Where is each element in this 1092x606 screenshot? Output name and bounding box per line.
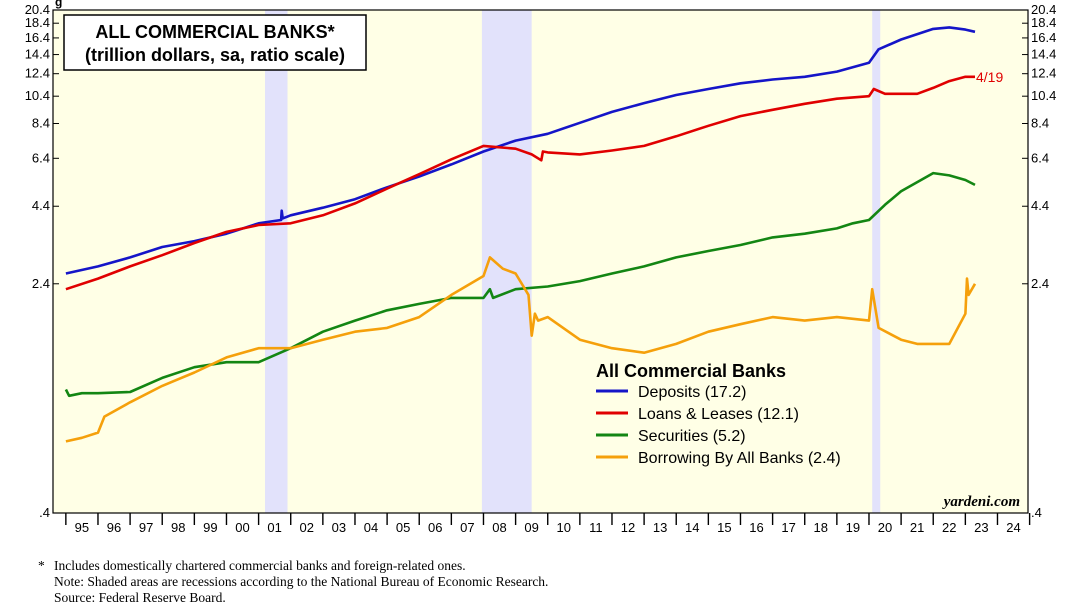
y-tick-label-left: .4: [39, 505, 50, 520]
x-tick-label: 10: [557, 520, 571, 535]
x-tick-label: 08: [492, 520, 506, 535]
watermark: yardeni.com: [942, 494, 1020, 510]
series-lines: [64, 26, 977, 443]
y-tick-label-left: 20.4: [25, 2, 50, 17]
chart-title: ALL COMMERCIAL BANKS*: [95, 22, 334, 42]
y-tick-label-left: 8.4: [32, 116, 50, 131]
x-tick-label: 06: [428, 520, 442, 535]
footnote-line-2: Note: Shaded areas are recessions accord…: [54, 574, 549, 589]
x-tick-label: 20: [878, 520, 892, 535]
y-tick-label-right: 20.4: [1031, 2, 1056, 17]
footnote-line-1: Includes domestically chartered commerci…: [54, 558, 466, 573]
chart-subtitle: (trillion dollars, sa, ratio scale): [85, 45, 345, 65]
legend-title: All Commercial Banks: [596, 361, 786, 381]
y-tick-label-right: 14.4: [1031, 47, 1056, 62]
series-line-3: [64, 171, 976, 398]
x-tick-label: 95: [75, 520, 89, 535]
end-date-label: 4/19: [976, 69, 1003, 85]
y-tick-label-right: 6.4: [1031, 150, 1049, 165]
x-tick-label: 18: [814, 520, 828, 535]
recession-band-3: [872, 10, 881, 513]
x-tick-label: 01: [267, 520, 281, 535]
x-tick-label: 98: [171, 520, 185, 535]
x-tick-label: 96: [107, 520, 121, 535]
x-tick-label: 15: [717, 520, 731, 535]
chart: .4 .4 2.4 2.4 4.4 4.4 6.4 6.4 8.4 8.4 10.4 10.4 12.4…: [25, 0, 1057, 535]
x-tick-label: 16: [749, 520, 763, 535]
y-tick-label-right: .4: [1031, 505, 1042, 520]
y-tick-label-left: 2.4: [32, 276, 50, 291]
x-tick-label: 07: [460, 520, 474, 535]
legend-label-2: Loans & Leases (12.1): [638, 406, 799, 423]
y-tick-label-right: 8.4: [1031, 116, 1049, 131]
x-tick-label: 24: [1006, 520, 1020, 535]
recession-bands: [265, 10, 881, 513]
x-tick-label: 19: [846, 520, 860, 535]
x-tick-label: 03: [332, 520, 346, 535]
x-tick-label: 13: [653, 520, 667, 535]
axes: .4 .4 2.4 2.4 4.4 4.4 6.4 6.4 8.4 8.4 10.4 10.4 12.4…: [25, 2, 1057, 535]
x-tick-label: 00: [235, 520, 249, 535]
y-tick-label-right: 18.4: [1031, 15, 1056, 30]
x-tick-label: 17: [781, 520, 795, 535]
title-box-frame: [63, 14, 367, 71]
y-tick-label-right: 16.4: [1031, 30, 1056, 45]
y-tick-label-left: 4.4: [32, 198, 50, 213]
series-line-4: [65, 256, 977, 443]
y-tick-label-left: 12.4: [25, 66, 50, 81]
y-tick-label-left: 14.4: [25, 47, 50, 62]
legend-label-1: Deposits (17.2): [638, 384, 747, 401]
x-tick-label: 04: [364, 520, 378, 535]
x-tick-label: 97: [139, 520, 153, 535]
recession-band-1: [265, 10, 288, 513]
x-tick-label: 22: [942, 520, 956, 535]
footnote-star: *: [38, 558, 45, 573]
x-tick-label: 14: [685, 520, 699, 535]
legend-label-3: Securities (5.2): [638, 428, 746, 445]
plot-background: [53, 10, 1028, 513]
y-tick-label-right: 10.4: [1031, 88, 1056, 103]
y-tick-label-right: 12.4: [1031, 66, 1056, 81]
y-tick-label-right: 2.4: [1031, 276, 1049, 291]
x-tick-label: 23: [974, 520, 988, 535]
top-text-fragment: g: [55, 0, 62, 9]
y-tick-label-right: 4.4: [1031, 198, 1049, 213]
recession-band-2: [481, 10, 532, 513]
x-tick-label: 09: [524, 520, 538, 535]
y-tick-label-left: 18.4: [25, 15, 50, 30]
x-tick-label: 11: [589, 520, 603, 535]
legend: All Commercial Banks Deposits (17.2) Loan…: [596, 361, 841, 467]
footnote-line-3: Source: Federal Reserve Board.: [54, 590, 226, 605]
legend-label-4: Borrowing By All Banks (2.4): [638, 450, 841, 467]
y-tick-label-left: 6.4: [32, 150, 50, 165]
title-box: ALL COMMERCIAL BANKS* (trillion dollars,…: [63, 14, 367, 71]
y-tick-label-left: 16.4: [25, 30, 50, 45]
x-tick-label: 21: [910, 520, 924, 535]
x-tick-label: 99: [203, 520, 217, 535]
y-tick-label-left: 10.4: [25, 88, 50, 103]
plot-frame: [52, 9, 1029, 514]
x-tick-label: 05: [396, 520, 410, 535]
x-tick-label: 02: [300, 520, 314, 535]
x-tick-label: 12: [621, 520, 635, 535]
series-line-2: [65, 75, 975, 291]
